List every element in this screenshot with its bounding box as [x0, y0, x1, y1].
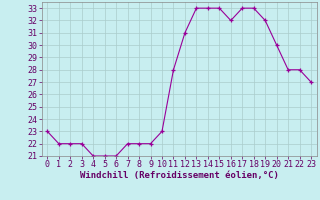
X-axis label: Windchill (Refroidissement éolien,°C): Windchill (Refroidissement éolien,°C) [80, 171, 279, 180]
